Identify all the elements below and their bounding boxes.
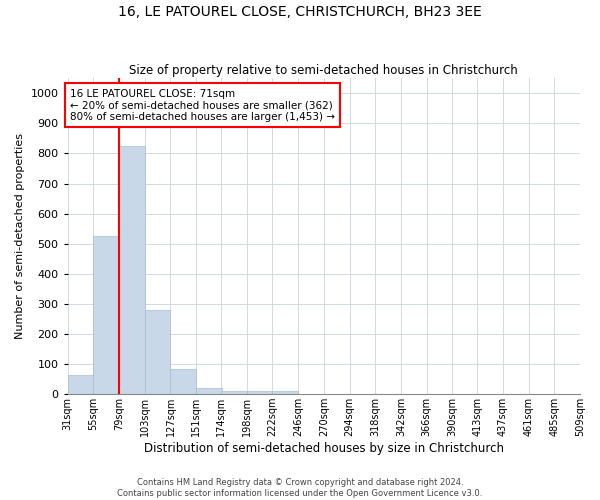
Bar xyxy=(94,236,119,394)
Bar xyxy=(119,146,145,394)
Bar xyxy=(145,310,170,394)
Bar xyxy=(196,388,222,394)
Bar xyxy=(68,374,94,394)
X-axis label: Distribution of semi-detached houses by size in Christchurch: Distribution of semi-detached houses by … xyxy=(144,442,504,455)
Bar xyxy=(247,390,272,394)
Title: Size of property relative to semi-detached houses in Christchurch: Size of property relative to semi-detach… xyxy=(130,64,518,77)
Bar xyxy=(272,391,298,394)
Text: Contains HM Land Registry data © Crown copyright and database right 2024.
Contai: Contains HM Land Registry data © Crown c… xyxy=(118,478,482,498)
Text: 16, LE PATOUREL CLOSE, CHRISTCHURCH, BH23 3EE: 16, LE PATOUREL CLOSE, CHRISTCHURCH, BH2… xyxy=(118,5,482,19)
Bar xyxy=(221,390,247,394)
Bar xyxy=(170,369,196,394)
Y-axis label: Number of semi-detached properties: Number of semi-detached properties xyxy=(15,133,25,339)
Text: 16 LE PATOUREL CLOSE: 71sqm
← 20% of semi-detached houses are smaller (362)
80% : 16 LE PATOUREL CLOSE: 71sqm ← 20% of sem… xyxy=(70,88,335,122)
